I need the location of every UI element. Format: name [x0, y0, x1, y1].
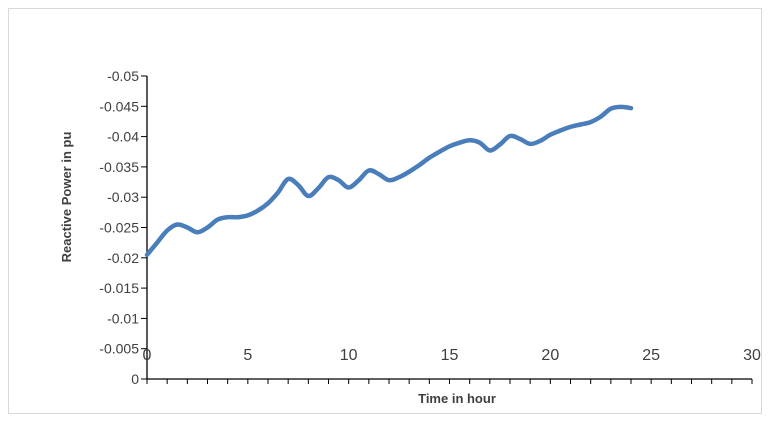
y-tick-label: 0 — [131, 371, 139, 387]
y-tick-label: -0.035 — [99, 159, 139, 175]
y-tick-label: -0.04 — [107, 129, 139, 145]
y-tick-label: -0.02 — [107, 250, 139, 266]
x-axis: 0 5 10 15 20 25 30 — [143, 347, 761, 384]
x-tick-label: 5 — [243, 347, 252, 364]
y-tick-label: -0.05 — [107, 68, 139, 84]
y-tick-label: -0.025 — [99, 220, 139, 236]
line-chart: 0-0.005-0.01-0.015-0.02-0.025-0.03-0.035… — [59, 68, 761, 406]
x-tick-label: 20 — [541, 347, 559, 364]
y-axis-title: Reactive Power in pu — [59, 132, 74, 263]
y-axis: 0 -0.005 -0.01 -0.015 -0.02 -0.025 -0.03 -0.035… — [99, 68, 148, 387]
y-tick-label: -0.005 — [99, 341, 139, 357]
x-tick-label: 25 — [642, 347, 660, 364]
series-line — [144, 104, 634, 258]
x-tick-label: 15 — [441, 347, 459, 364]
x-tick-label: 30 — [743, 347, 761, 364]
y-tick-label: -0.03 — [107, 189, 139, 205]
y-tick-label: -0.015 — [99, 280, 139, 296]
x-tick-label: 0 — [143, 347, 152, 364]
y-tick-label: -0.045 — [99, 98, 139, 114]
x-tick-label: 10 — [340, 347, 358, 364]
x-axis-title: Time in hour — [418, 391, 496, 406]
chart-frame: 0 -0.005 -0.01 -0.015 -0.02 -0.025 -0.03 -0.035… — [8, 8, 762, 414]
series-layer — [144, 104, 634, 258]
y-tick-label: -0.01 — [107, 310, 139, 326]
